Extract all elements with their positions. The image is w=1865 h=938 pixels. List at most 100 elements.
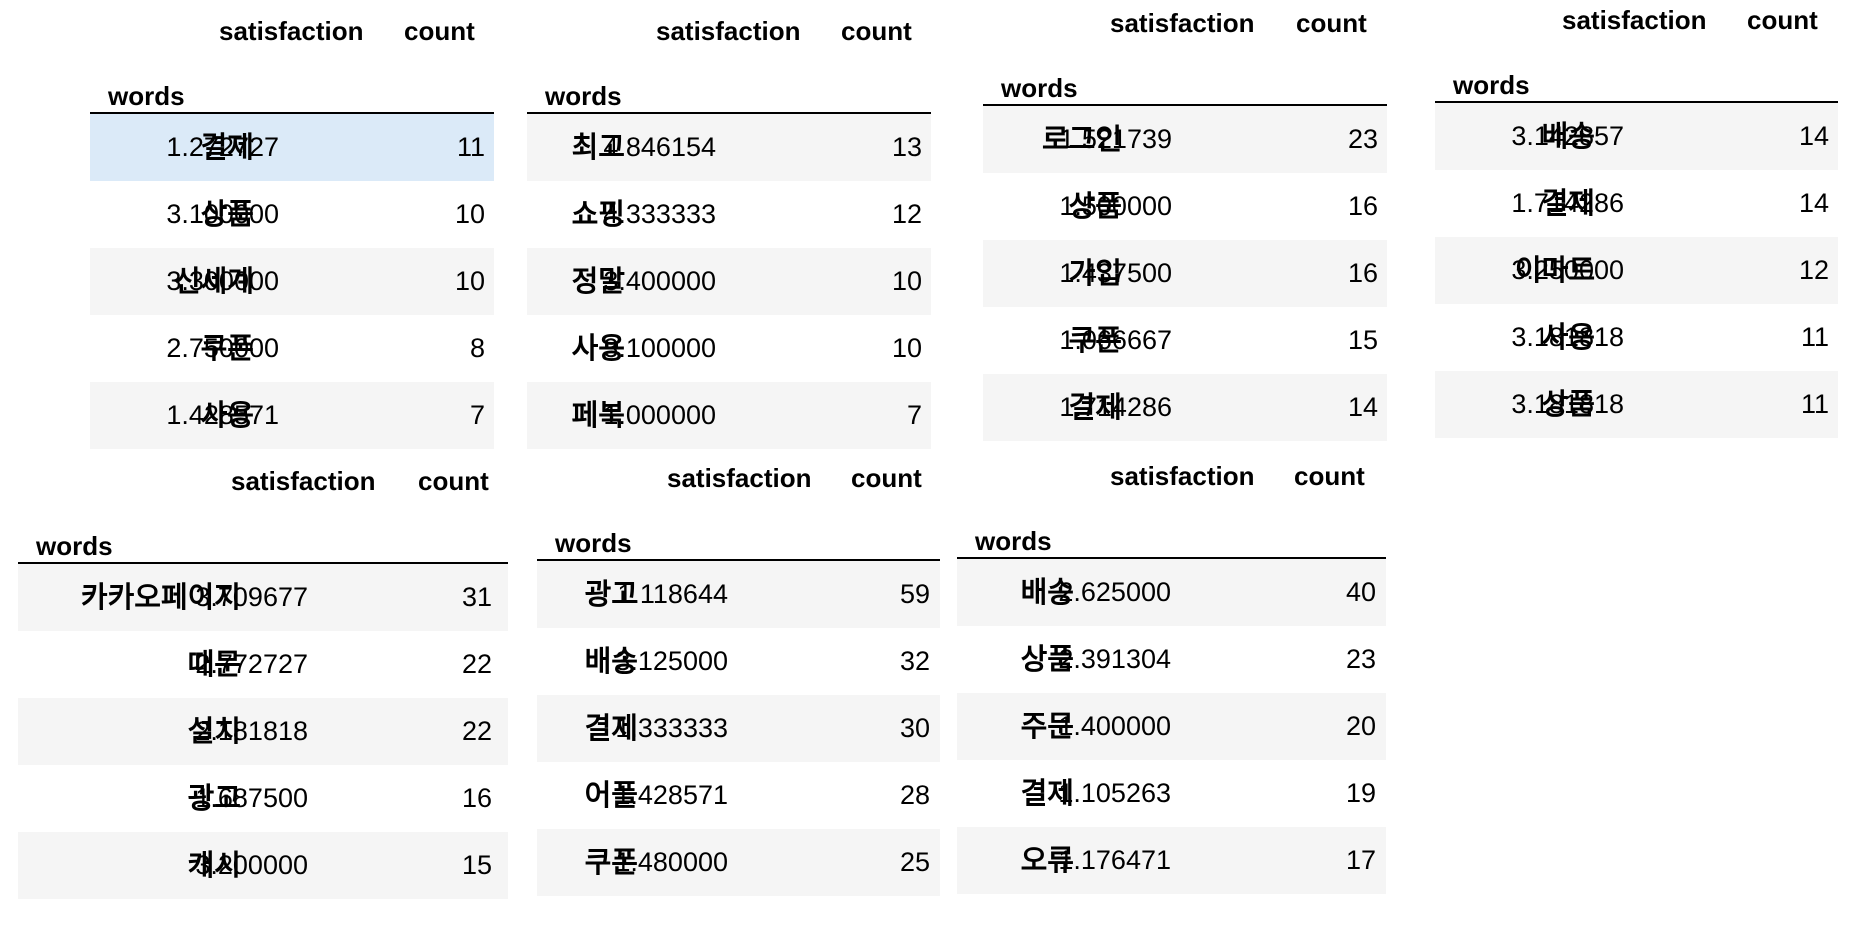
row-index-word: 캐시 [187, 848, 241, 882]
cell-satisfaction: 4.846154 [603, 132, 716, 162]
column-header-count: count [418, 466, 489, 496]
row-index-word: 쇼핑 [571, 197, 625, 231]
row-index-word: 배송 [584, 644, 638, 678]
cell-count: 11 [1800, 322, 1829, 352]
cell-satisfaction: 3.181818 [1511, 322, 1624, 352]
row-index-word: 오류 [1020, 843, 1074, 877]
header-rule [90, 112, 494, 114]
column-header-count: count [841, 16, 912, 46]
row-index-word: 결제 [200, 130, 254, 164]
dataframe-table: satisfaction count words 카카오페이지 3.709677 31 때문… [18, 458, 508, 899]
cell-satisfaction: 1.333333 [615, 713, 728, 743]
cell-count: 22 [461, 716, 492, 746]
index-name-words: words [975, 526, 1052, 556]
row-index-word: 사용 [200, 398, 254, 432]
table-header: satisfaction count words [957, 453, 1386, 557]
table-row: 이마트 3.250000 12 [1435, 237, 1838, 304]
table-row: 정말 3.400000 10 [527, 248, 931, 315]
cell-count: 23 [1347, 124, 1378, 154]
row-index-word: 광고 [584, 577, 638, 611]
dataframe-table: satisfaction count words 광고 1.118644 59 배송 3.12… [537, 455, 940, 896]
table-row: 광고 1.687500 16 [18, 765, 508, 832]
cell-count: 14 [1798, 121, 1829, 151]
column-header-satisfaction: satisfaction [1110, 8, 1255, 38]
cell-satisfaction: 3.100000 [166, 199, 279, 229]
table-header: satisfaction count words [983, 0, 1387, 104]
row-index-word: 결제 [1541, 186, 1595, 220]
table-row: 페북 1.000000 7 [527, 382, 931, 449]
column-header-satisfaction: satisfaction [656, 16, 801, 46]
cell-count: 30 [899, 713, 930, 743]
index-name-words: words [108, 81, 185, 111]
column-header-satisfaction: satisfaction [1562, 5, 1707, 35]
column-header-satisfaction: satisfaction [219, 16, 364, 46]
cell-count: 8 [469, 333, 485, 363]
row-index-word: 어플 [584, 778, 638, 812]
cell-satisfaction: 1.714286 [1511, 188, 1624, 218]
cell-count: 7 [906, 400, 922, 430]
table-row: 쿠폰 1.480000 25 [537, 829, 940, 896]
table-row: 쿠폰 2.750000 8 [90, 315, 494, 382]
cell-count: 23 [1345, 644, 1376, 674]
table-row: 결제 1.714286 14 [1435, 170, 1838, 237]
cell-count: 14 [1798, 188, 1829, 218]
dataframe-table: satisfaction count words 로그인 1.521739 23 상품 1.5… [983, 0, 1387, 441]
row-index-word: 최고 [571, 130, 625, 164]
row-index-word: 배송 [1020, 575, 1074, 609]
cell-count: 11 [1800, 389, 1829, 419]
dataframe-table: satisfaction count words 배송 3.142857 14 결제 1.71… [1435, 0, 1838, 438]
cell-count: 28 [899, 780, 930, 810]
table-row: 가입 1.437500 16 [983, 240, 1387, 307]
table-row: 상품 2.391304 23 [957, 626, 1386, 693]
column-header-count: count [1296, 8, 1367, 38]
row-index-word: 이마트 [1514, 253, 1595, 287]
cell-satisfaction: 2.750000 [166, 333, 279, 363]
row-index-word: 카카오페이지 [80, 580, 241, 614]
cell-satisfaction: 3.125000 [615, 646, 728, 676]
cell-satisfaction: 3.200000 [195, 850, 308, 880]
column-header-count: count [1294, 461, 1365, 491]
cell-satisfaction: 1.428571 [166, 400, 279, 430]
table-row: 결제 1.333333 30 [537, 695, 940, 762]
cell-count: 20 [1345, 711, 1376, 741]
cell-count: 40 [1345, 577, 1376, 607]
table-row: 쇼핑 4.333333 12 [527, 181, 931, 248]
index-name-words: words [555, 528, 632, 558]
row-index-word: 때문 [187, 647, 241, 681]
index-name-words: words [545, 81, 622, 111]
cell-count: 12 [1798, 255, 1829, 285]
table-row: 주문 1.400000 20 [957, 693, 1386, 760]
cell-satisfaction: 1.272727 [166, 132, 279, 162]
cell-satisfaction: 1.066667 [1059, 325, 1172, 355]
cell-satisfaction: 1.687500 [195, 783, 308, 813]
cell-count: 12 [891, 199, 922, 229]
row-index-word: 결제 [1020, 776, 1074, 810]
row-index-word: 신세계 [173, 264, 254, 298]
table-row: 상품 3.100000 10 [90, 181, 494, 248]
cell-satisfaction: 2.772727 [195, 649, 308, 679]
row-index-word: 쿠폰 [584, 845, 638, 879]
cell-satisfaction: 3.181818 [1511, 389, 1624, 419]
row-index-word: 사용 [571, 331, 625, 365]
cell-count: 10 [454, 199, 485, 229]
cell-satisfaction: 1.400000 [1058, 711, 1171, 741]
row-index-word: 배송 [1541, 119, 1595, 153]
table-row: 설치 2.181818 22 [18, 698, 508, 765]
cell-satisfaction: 3.709677 [195, 582, 308, 612]
cell-satisfaction: 3.400000 [603, 266, 716, 296]
cell-count: 13 [891, 132, 922, 162]
row-index-word: 사용 [1541, 320, 1595, 354]
column-header-count: count [1747, 5, 1818, 35]
table-row: 배송 3.142857 14 [1435, 103, 1838, 170]
cell-count: 17 [1345, 845, 1376, 875]
cell-satisfaction: 1.714286 [1059, 392, 1172, 422]
header-rule [1435, 101, 1838, 103]
column-header-count: count [404, 16, 475, 46]
cell-satisfaction: 1.105263 [1058, 778, 1171, 808]
row-index-word: 로그인 [1041, 122, 1122, 156]
cell-satisfaction: 2.625000 [1058, 577, 1171, 607]
table-row: 사용 3.181818 11 [1435, 304, 1838, 371]
index-name-words: words [36, 531, 113, 561]
cell-count: 10 [454, 266, 485, 296]
header-rule [983, 104, 1387, 106]
